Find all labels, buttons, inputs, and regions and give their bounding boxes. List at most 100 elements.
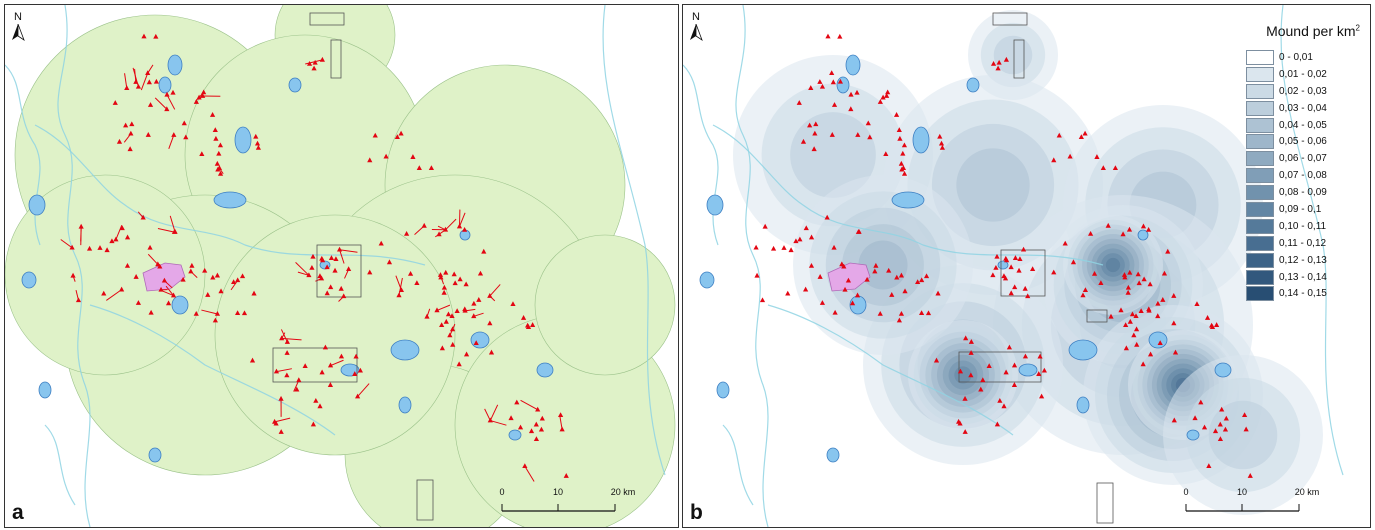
mound-marker	[937, 133, 943, 139]
mound-marker	[1172, 349, 1179, 355]
mound-marker	[832, 309, 838, 315]
legend-label: 0,08 - 0,09	[1279, 187, 1327, 199]
map-b-canvas	[683, 5, 1344, 527]
legend-class: 0,08 - 0,09	[1234, 184, 1362, 201]
mound-marker	[320, 257, 326, 263]
mound-link	[520, 399, 538, 411]
mound-marker	[994, 421, 1000, 427]
mound-marker	[328, 284, 334, 290]
mound-marker	[133, 79, 139, 84]
mound-marker	[1157, 340, 1163, 346]
scale-bar: 0 10 20 km	[499, 487, 678, 517]
mound-marker	[456, 361, 462, 367]
mound-marker	[439, 322, 445, 328]
mound-marker	[1160, 297, 1166, 302]
legend-label: 0,03 - 0,04	[1279, 102, 1327, 114]
mound-marker	[1147, 281, 1153, 287]
mound-marker	[1022, 353, 1029, 359]
mound-marker	[829, 132, 835, 137]
lake	[706, 194, 724, 216]
mound-marker	[1122, 274, 1128, 280]
mound-marker	[842, 286, 848, 292]
mound-link	[169, 215, 176, 233]
mound-marker	[1121, 272, 1128, 277]
mound-marker	[1209, 322, 1215, 328]
mound-marker	[383, 153, 389, 159]
mound-link	[154, 97, 168, 110]
mound-marker	[830, 79, 836, 85]
mound-marker	[112, 100, 118, 105]
mound-marker	[1087, 231, 1094, 236]
mound-marker	[533, 436, 540, 442]
mound-marker	[817, 274, 823, 279]
legend-label: 0,01 - 0,02	[1279, 68, 1327, 80]
mound-marker	[919, 277, 925, 283]
mound-marker	[487, 417, 493, 423]
mound-marker	[127, 146, 133, 152]
mound-marker	[1219, 406, 1225, 412]
mound-marker	[508, 415, 514, 421]
river-network	[683, 5, 1344, 527]
scale-bar: 0 10 20 km	[1183, 487, 1370, 517]
lake	[836, 76, 850, 94]
mound-marker	[407, 270, 414, 276]
mound-marker	[355, 393, 361, 399]
mound-link	[201, 309, 218, 315]
mound-marker	[1056, 132, 1062, 138]
scale-label-0: 0	[1183, 487, 1189, 497]
legend-class: 0,02 - 0,03	[1234, 83, 1362, 100]
mound-marker	[477, 270, 484, 276]
mound-marker	[900, 150, 906, 156]
mound-marker	[487, 293, 493, 298]
mound-marker	[70, 272, 76, 278]
mound-marker	[218, 288, 224, 294]
mound-marker	[1171, 293, 1177, 298]
legend-swatch	[1246, 168, 1274, 184]
mound-marker	[183, 134, 189, 140]
mound-marker	[1091, 270, 1098, 276]
north-arrow: N	[11, 11, 35, 57]
mound-marker	[442, 226, 449, 232]
site-polygon	[827, 262, 871, 292]
mound-marker	[1118, 307, 1124, 313]
mound-marker	[161, 277, 168, 283]
lake	[28, 194, 46, 216]
mound-link	[459, 212, 466, 227]
scale-bar-line	[1185, 504, 1300, 512]
mound-marker	[1126, 226, 1133, 232]
river	[57, 5, 91, 527]
mound-marker	[896, 317, 902, 323]
mound-marker	[933, 357, 940, 363]
lake	[288, 77, 302, 93]
mound-marker	[1051, 269, 1057, 275]
study-area-box	[958, 351, 1042, 383]
mound-marker	[808, 85, 814, 90]
legend-swatch	[1246, 66, 1274, 82]
mound-marker	[825, 33, 831, 39]
mound-marker	[141, 33, 147, 39]
lake	[171, 295, 189, 315]
mound-marker	[135, 300, 142, 305]
mound-link	[489, 404, 499, 421]
mound-marker	[1155, 313, 1161, 319]
mound-marker	[254, 140, 261, 146]
mound-marker	[797, 236, 803, 242]
legend-classes: 0 - 0,01 0,01 - 0,02 0,02 - 0,03 0,03 - 0,0…	[1234, 49, 1362, 302]
scale-label-10: 10	[552, 487, 564, 497]
mound-marker	[454, 308, 460, 314]
mound-link	[305, 59, 323, 65]
mound-marker	[883, 151, 889, 157]
mound-marker	[1204, 315, 1211, 320]
mound-marker	[279, 335, 285, 341]
mound-marker	[994, 253, 1000, 259]
river	[89, 304, 336, 436]
mound-marker	[234, 310, 241, 316]
mound-marker	[1123, 322, 1129, 328]
mound-marker	[986, 363, 992, 369]
mound-marker	[461, 226, 468, 232]
mound-marker	[312, 59, 318, 65]
river	[683, 64, 719, 246]
mound-marker	[788, 247, 794, 253]
mound-marker	[1206, 463, 1212, 469]
legend-label: 0,10 - 0,11	[1279, 220, 1327, 232]
